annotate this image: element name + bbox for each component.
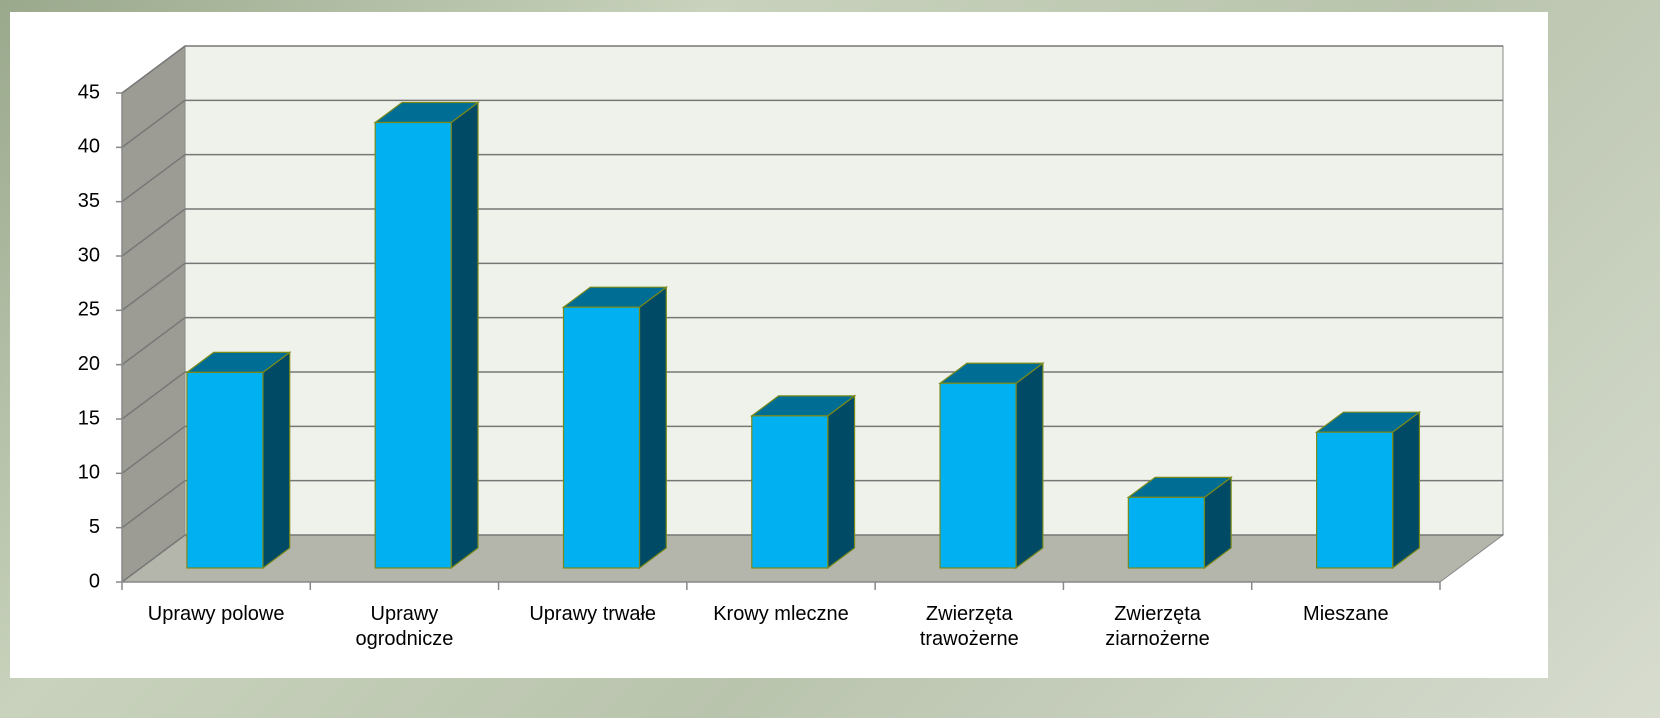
bar-front	[186, 371, 264, 569]
y-tick-label: 10	[78, 462, 100, 484]
bar-front	[939, 382, 1017, 569]
y-tick-label: 5	[89, 516, 100, 538]
grid-line-side	[121, 99, 186, 148]
x-tick-label: Uprawy polowe	[147, 603, 285, 625]
bar-side	[450, 101, 479, 570]
y-tick-label: 35	[78, 190, 100, 212]
bar-front	[374, 121, 452, 569]
bar-front	[1316, 431, 1394, 569]
bar	[561, 286, 669, 570]
bar-front	[562, 306, 641, 569]
grid-line-side	[121, 480, 186, 529]
y-tick-label: 30	[78, 244, 100, 266]
grid-line-side	[121, 262, 186, 311]
y-tick-label: 0	[89, 570, 100, 592]
bar	[373, 101, 480, 570]
x-tick-label: Zwierzęta trawożerne	[919, 603, 1019, 650]
y-tick-label: 40	[78, 136, 100, 158]
grid-line-side	[121, 534, 186, 583]
grid-line-side	[121, 317, 186, 366]
bar	[1314, 410, 1422, 570]
x-tick-label: Zwierzęta ziarnożerne	[1105, 603, 1210, 650]
y-tick-label: 25	[78, 299, 100, 321]
x-tick-label: Mieszane	[1303, 603, 1389, 625]
grid-line-side	[121, 371, 186, 420]
bar	[938, 362, 1045, 570]
bar-side	[262, 351, 291, 570]
y-tick-label: 45	[78, 81, 100, 103]
grid-line-side	[121, 208, 186, 257]
bar-side	[827, 394, 856, 570]
bar	[749, 394, 857, 570]
x-tick-label: Krowy mleczne	[713, 603, 849, 625]
grid-line-side	[121, 154, 186, 203]
x-tick-label: Uprawy trwałe	[529, 603, 657, 625]
bar-front	[1127, 496, 1205, 569]
grid-line-side	[121, 425, 186, 474]
bar-front	[751, 415, 829, 569]
bar-side	[1015, 362, 1044, 570]
y-tick-label: 20	[78, 353, 100, 375]
bar-side	[638, 286, 667, 570]
bar-side	[1392, 410, 1421, 570]
bar	[185, 351, 292, 570]
x-tick-label: Uprawy ogrodnicze	[355, 603, 454, 650]
left-wall	[121, 45, 186, 583]
grid-line-side	[121, 45, 186, 94]
y-tick-label: 15	[78, 407, 100, 429]
bar	[1126, 476, 1233, 570]
